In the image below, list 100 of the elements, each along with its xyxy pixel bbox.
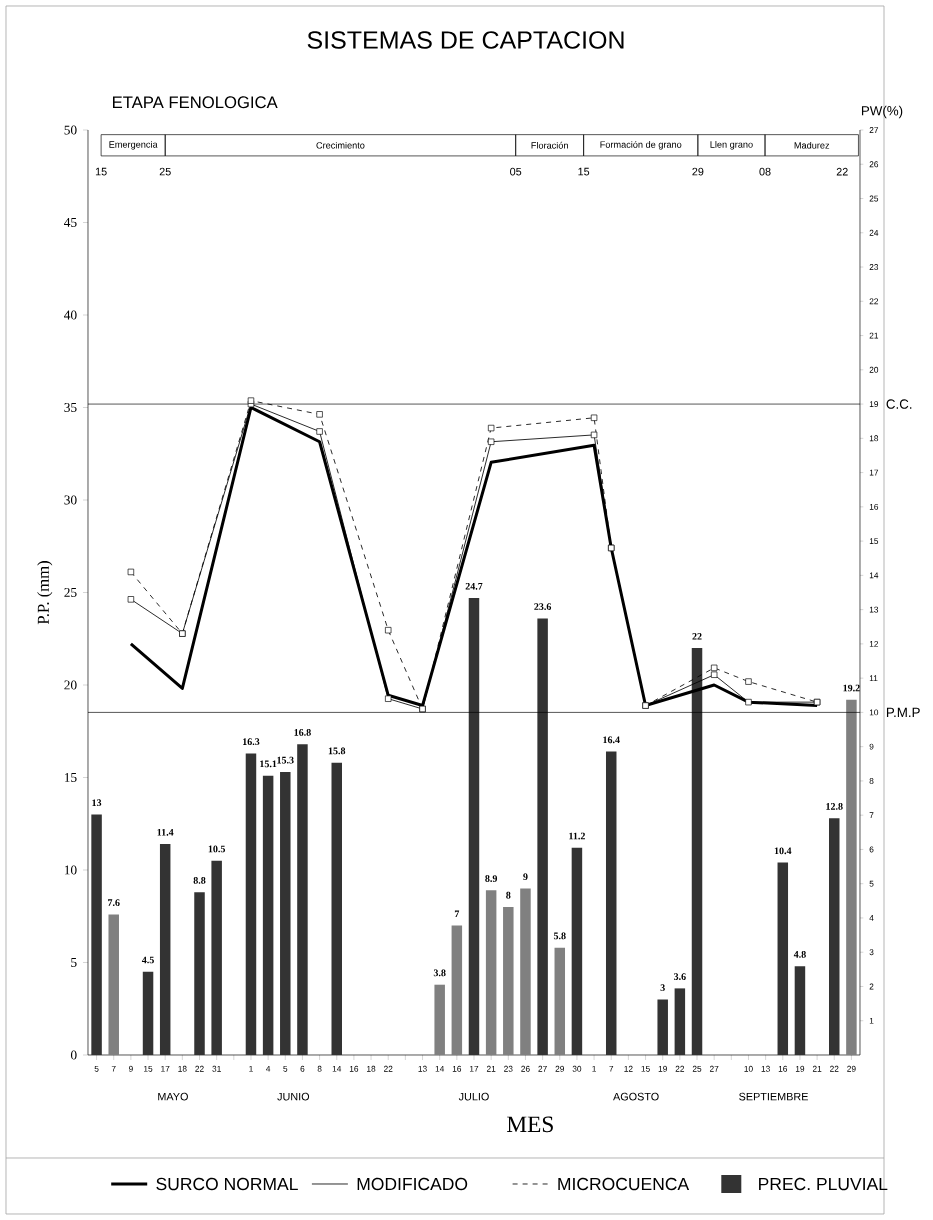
x-tick-label: 15: [641, 1065, 650, 1072]
data-label: 24.7: [465, 582, 483, 590]
y2-tick-label: 11: [869, 675, 878, 682]
x-tick-label: 13: [761, 1065, 770, 1072]
text: JUNIO: [277, 1092, 310, 1101]
legend-label: MICROCUENCA: [558, 1177, 690, 1191]
x-tick-label: 19: [658, 1065, 667, 1072]
y2-tick-label: 18: [869, 435, 879, 442]
annotation: 15: [578, 167, 590, 176]
text: MAYO: [158, 1092, 188, 1101]
data-label: 10.4: [774, 847, 792, 855]
y-tick-label: 35: [64, 403, 77, 412]
data-label: 4.5: [141, 956, 154, 964]
y-tick-label: 0: [70, 1050, 77, 1060]
x-tick-label: 29: [555, 1065, 564, 1072]
text: JULIO: [458, 1092, 489, 1101]
x-tick-label: 21: [486, 1065, 496, 1072]
x-tick-label: 27: [709, 1065, 719, 1072]
y2-tick-label: 3: [869, 949, 874, 956]
x-axis-title: MES: [507, 1116, 553, 1133]
y2-tick-label: 10: [869, 709, 879, 716]
data-label: 22: [692, 632, 702, 640]
y2-tick-label: 16: [869, 503, 879, 510]
data-label: 15.3: [277, 756, 294, 764]
x-tick-label: 22: [195, 1065, 204, 1072]
x-tick-label: 15: [144, 1065, 153, 1072]
data-label: 13: [92, 799, 102, 807]
y2-tick-label: 13: [869, 606, 879, 613]
annotation: 08: [759, 167, 771, 176]
annotation: Madurez: [794, 141, 830, 149]
x-tick-label: 12: [624, 1065, 633, 1072]
x-tick-label: 22: [675, 1065, 685, 1072]
legend-label: SURCO NORMAL: [156, 1177, 298, 1191]
y-tick-label: 5: [71, 958, 77, 967]
data-label: 10.5: [208, 845, 226, 853]
x-tick-label: 8: [317, 1065, 322, 1072]
data-label: 16.8: [294, 729, 311, 736]
x-tick-label: 1: [592, 1065, 596, 1072]
annotation: Floración: [531, 141, 568, 149]
y2-tick-label: 19: [869, 401, 879, 408]
data-label: 7: [454, 910, 460, 918]
data-label: 5.8: [553, 932, 566, 940]
y2-tick-label: 20: [869, 366, 879, 373]
legend-label: MODIFICADO: [357, 1177, 468, 1191]
y2-tick-label: 24: [869, 229, 879, 236]
text: AGOSTO: [613, 1092, 659, 1101]
x-tick-label: 6: [300, 1065, 305, 1072]
data-label: 16.3: [243, 738, 260, 746]
x-tick-label: 17: [469, 1065, 479, 1072]
y2-tick-label: 14: [869, 572, 879, 579]
x-tick-label: 26: [521, 1065, 530, 1072]
x-tick-label: 19: [795, 1065, 805, 1072]
annotation: 15: [95, 167, 107, 176]
x-tick-label: 7: [609, 1065, 614, 1072]
y-axis-title: P.P. (mm): [37, 561, 53, 625]
data-label: 15.1: [260, 760, 277, 768]
text: ETAPA FENOLOGICA: [113, 96, 278, 109]
data-label: 19.2: [843, 684, 860, 692]
x-tick-label: 18: [367, 1065, 376, 1072]
y2-tick-label: 8: [869, 777, 874, 784]
y2-axis-title: PW(%): [861, 105, 903, 119]
y2-tick-label: 25: [869, 195, 879, 202]
annotation: 25: [159, 167, 171, 176]
x-tick-label: 7: [111, 1065, 116, 1072]
chart-title: SISTEMAS DE CAPTACION: [307, 31, 624, 49]
x-tick-label: 5: [94, 1065, 99, 1072]
x-tick-label: 13: [418, 1065, 427, 1072]
data-label: 23.6: [534, 603, 552, 610]
legend-label: PREC. PLUVIAL: [759, 1177, 888, 1191]
data-label: 16.4: [603, 736, 620, 744]
x-tick-label: 29: [847, 1065, 856, 1072]
x-tick-label: 16: [778, 1065, 788, 1072]
x-tick-label: 16: [349, 1065, 359, 1072]
y2-tick-label: 26: [869, 161, 879, 168]
annotation: 29: [692, 167, 704, 176]
data-label: 8.8: [193, 877, 206, 884]
annotation: Llen grano: [710, 141, 753, 150]
y2-tick-label: 7: [869, 812, 874, 819]
x-tick-label: 27: [538, 1065, 547, 1072]
x-tick-label: 4: [266, 1065, 271, 1072]
x-tick-label: 18: [178, 1065, 187, 1072]
y2-tick-label: 5: [869, 880, 874, 887]
x-tick-label: 14: [435, 1065, 445, 1072]
y2-tick-label: 9: [869, 743, 874, 750]
y2-tick-label: 6: [869, 846, 874, 853]
annotation: 05: [510, 167, 522, 176]
annotation: Formación de grano: [600, 140, 682, 150]
x-tick-label: 22: [384, 1065, 393, 1072]
x-tick-label: 21: [812, 1065, 822, 1072]
x-tick-label: 25: [692, 1065, 702, 1072]
data-label: 11.2: [569, 832, 585, 840]
data-label: 8.9: [485, 875, 498, 882]
data-label: 3: [660, 984, 665, 992]
y2-tick-label: 1: [869, 1017, 874, 1024]
data-label: 12.8: [826, 803, 843, 810]
x-tick-label: 31: [212, 1065, 221, 1072]
y2-tick-label: 2: [869, 983, 874, 990]
text: SEPTIEMBRE: [739, 1092, 808, 1101]
data-label: 3.6: [673, 973, 686, 980]
ref-line-label: P.M.P: [886, 707, 920, 717]
